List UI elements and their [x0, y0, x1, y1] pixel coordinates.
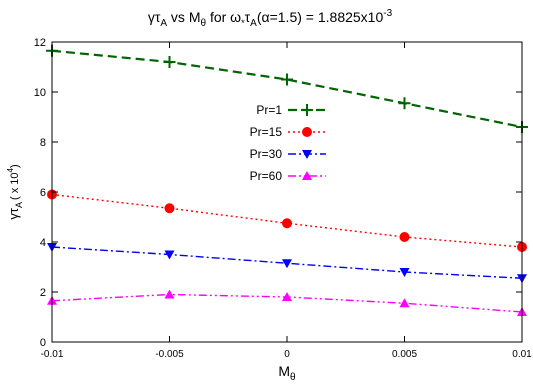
x-tick-label: -0.01: [41, 349, 64, 360]
x-tick-label: 0: [284, 349, 290, 360]
y-axis-label: γτA( x 104): [6, 164, 24, 219]
data-point: [282, 292, 292, 301]
series-layer: [46, 44, 528, 316]
chart-title: γτA vs Mθ for ω*τA(α=1.5) = 1.8825x10-3: [148, 8, 393, 29]
data-point: [281, 73, 293, 86]
y-tick-label: 0: [40, 337, 46, 349]
x-tick-label: 0.01: [512, 349, 532, 360]
legend-label: Pr=60: [250, 169, 283, 183]
y-tick-label: 4: [40, 237, 46, 249]
y-tick-label: 8: [40, 137, 46, 149]
data-point: [164, 289, 175, 299]
legend-marker: [301, 104, 313, 116]
data-point: [163, 56, 176, 68]
legend-label: Pr=1: [256, 103, 282, 117]
y-tick-label: 2: [40, 287, 46, 299]
data-point: [164, 250, 175, 260]
series-line-1: [51, 49, 523, 129]
data-point: [399, 268, 410, 277]
data-point: [399, 232, 410, 242]
legend-marker: [302, 171, 312, 180]
data-point: [282, 218, 292, 229]
x-tick-label: -0.005: [155, 349, 184, 360]
data-point: [399, 298, 410, 308]
data-point: [398, 97, 411, 110]
y-tick-label: 10: [34, 87, 46, 99]
data-point: [282, 259, 292, 269]
data-point: [164, 203, 175, 214]
y-axis-ticks: 0 2 4 6 8 10 12: [34, 37, 522, 349]
x-axis-label: Mθ: [278, 363, 296, 383]
x-axis-ticks: -0.01 -0.005 0 0.005 0.01: [41, 42, 532, 360]
x-tick-label: 0.005: [392, 349, 417, 360]
legend-marker: [302, 150, 312, 159]
legend-marker: [302, 127, 312, 137]
legend-label: Pr=15: [250, 125, 283, 139]
y-tick-label: 6: [40, 187, 46, 199]
legend: Pr=1 Pr=15 Pr=30 Pr=60: [250, 103, 326, 183]
legend-label: Pr=30: [250, 147, 283, 161]
y-tick-label: 12: [34, 37, 46, 49]
